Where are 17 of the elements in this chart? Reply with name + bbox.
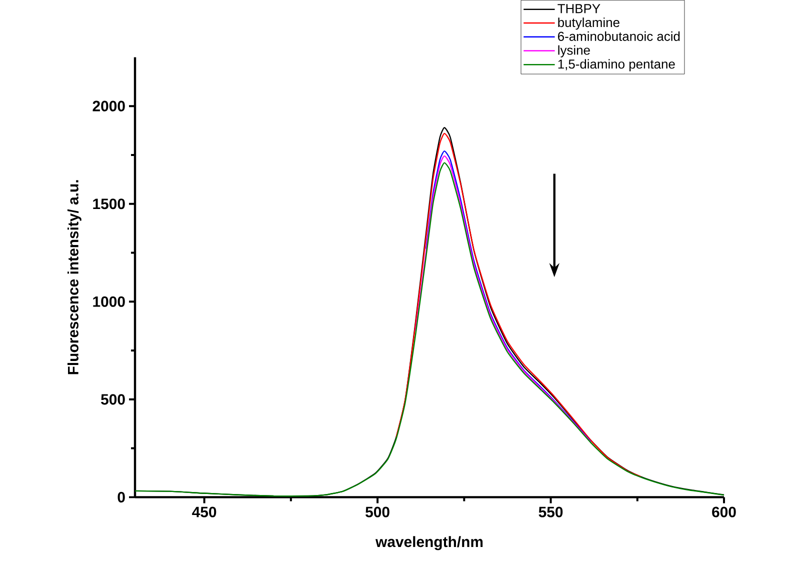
legend-label: 1,5-diamino pentane bbox=[558, 59, 675, 72]
legend-label: 6-aminobutanoic acid bbox=[558, 31, 680, 41]
x-tick-label: 600 bbox=[712, 506, 736, 518]
y-axis-title: Fluorescence intensity/ a.u. bbox=[67, 180, 82, 374]
x-tick-label: 550 bbox=[538, 506, 563, 518]
x-tick-label: 500 bbox=[366, 506, 390, 518]
legend-label: butylamine bbox=[558, 17, 620, 30]
x-tick-label: 450 bbox=[192, 506, 216, 518]
x-axis-title: wavelength/nm bbox=[375, 536, 483, 550]
legend-label: lysine bbox=[558, 45, 590, 58]
y-tick-label: 500 bbox=[101, 394, 125, 405]
y-tick-label: 1000 bbox=[93, 296, 125, 307]
y-tick-label: 0 bbox=[118, 492, 125, 502]
legend-label: THBPY bbox=[558, 4, 600, 13]
line-series bbox=[396, 132, 642, 478]
y-tick-label: 2000 bbox=[92, 100, 125, 112]
y-tick-label: 1500 bbox=[93, 198, 125, 210]
